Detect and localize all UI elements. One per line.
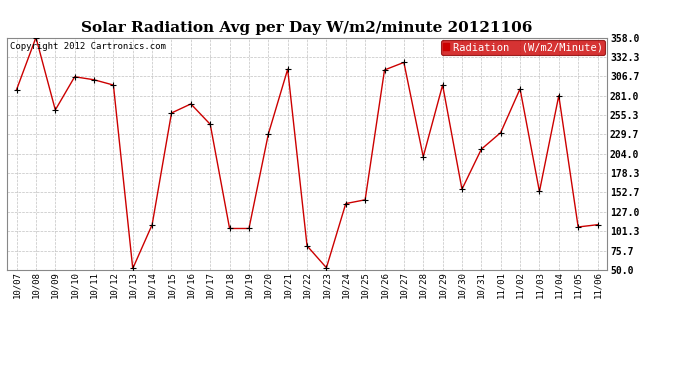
Title: Solar Radiation Avg per Day W/m2/minute 20121106: Solar Radiation Avg per Day W/m2/minute … <box>81 21 533 35</box>
Text: Copyright 2012 Cartronics.com: Copyright 2012 Cartronics.com <box>10 42 166 51</box>
Legend: Radiation  (W/m2/Minute): Radiation (W/m2/Minute) <box>440 40 605 55</box>
